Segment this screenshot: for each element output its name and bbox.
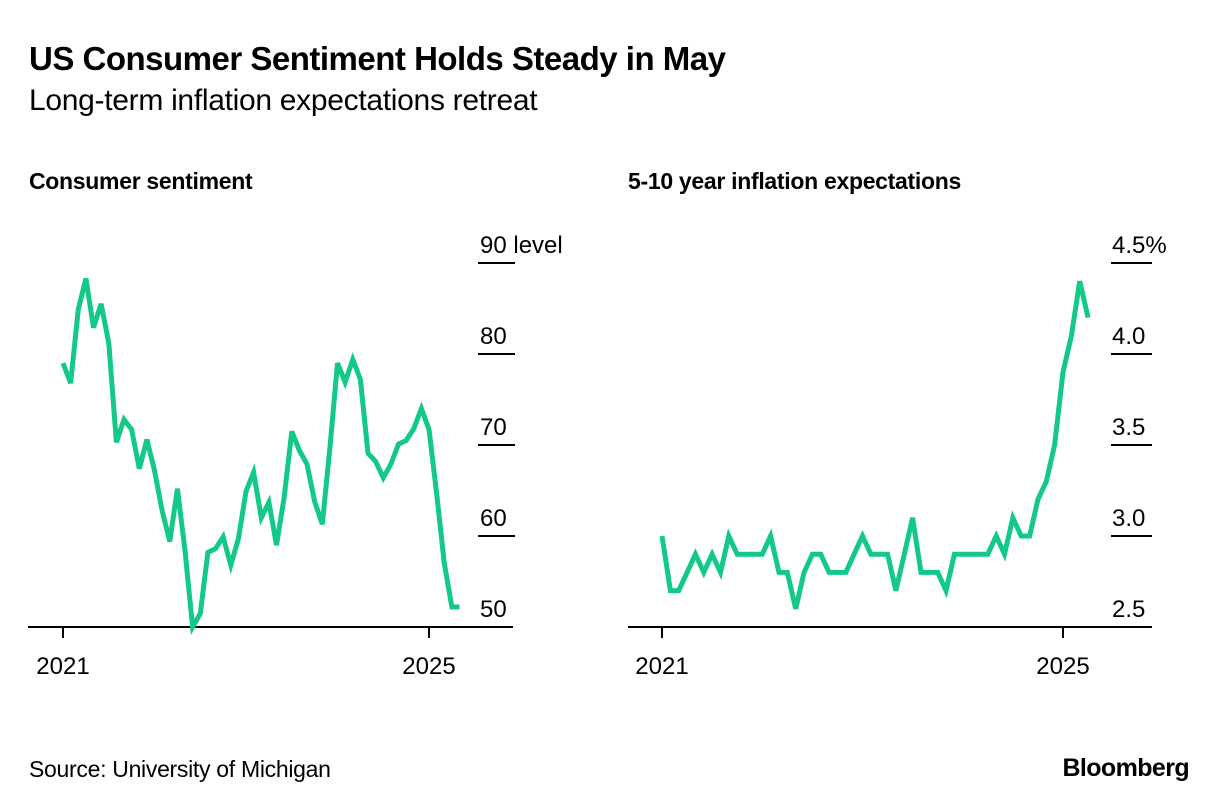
right-panel-title: 5-10 year inflation expectations bbox=[628, 168, 961, 194]
right-y-tick-label: 4.5% bbox=[1112, 232, 1167, 259]
right-x-tick-label: 2025 bbox=[1036, 653, 1089, 680]
right-series-line bbox=[659, 280, 1091, 610]
source-note: Source: University of Michigan bbox=[29, 756, 331, 782]
left-x-tick-label: 2021 bbox=[36, 653, 89, 680]
left-y-tick-label: 90 level bbox=[480, 232, 563, 259]
left-series-line bbox=[60, 277, 460, 636]
consumer-sentiment-chart: 90 level 80 70 60 50 2021 2025 bbox=[28, 232, 563, 680]
left-y-tick-label: 80 bbox=[480, 323, 507, 350]
right-y-tick-label: 3.5 bbox=[1112, 414, 1145, 441]
right-y-tick-label: 2.5 bbox=[1112, 596, 1145, 623]
left-panel-title: Consumer sentiment bbox=[29, 168, 253, 194]
bloomberg-logo: Bloomberg bbox=[1062, 754, 1189, 782]
chart-title: US Consumer Sentiment Holds Steady in Ma… bbox=[29, 40, 726, 77]
left-y-tick-label: 70 bbox=[480, 414, 507, 441]
left-x-tick-label: 2025 bbox=[402, 653, 455, 680]
right-y-tick-label: 4.0 bbox=[1112, 323, 1145, 350]
right-x-tick-label: 2021 bbox=[635, 653, 688, 680]
right-y-tick-label: 3.0 bbox=[1112, 505, 1145, 532]
left-y-tick-label: 50 bbox=[480, 596, 507, 623]
chart-subtitle: Long-term inflation expectations retreat bbox=[29, 84, 538, 117]
inflation-expectations-chart: 4.5% 4.0 3.5 3.0 2.5 2021 2025 bbox=[628, 232, 1167, 680]
left-y-tick-label: 60 bbox=[480, 505, 507, 532]
